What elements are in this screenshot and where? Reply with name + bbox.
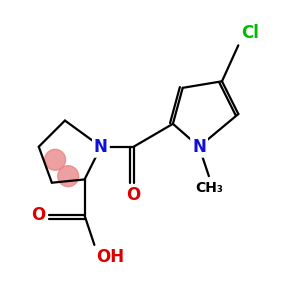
Circle shape [45, 149, 66, 170]
Circle shape [58, 166, 79, 187]
Text: O: O [127, 186, 141, 204]
Text: OH: OH [96, 248, 124, 266]
Text: Cl: Cl [242, 24, 260, 42]
Text: N: N [94, 138, 108, 156]
Text: CH₃: CH₃ [195, 181, 223, 195]
Text: N: N [192, 138, 206, 156]
Text: O: O [31, 206, 45, 224]
